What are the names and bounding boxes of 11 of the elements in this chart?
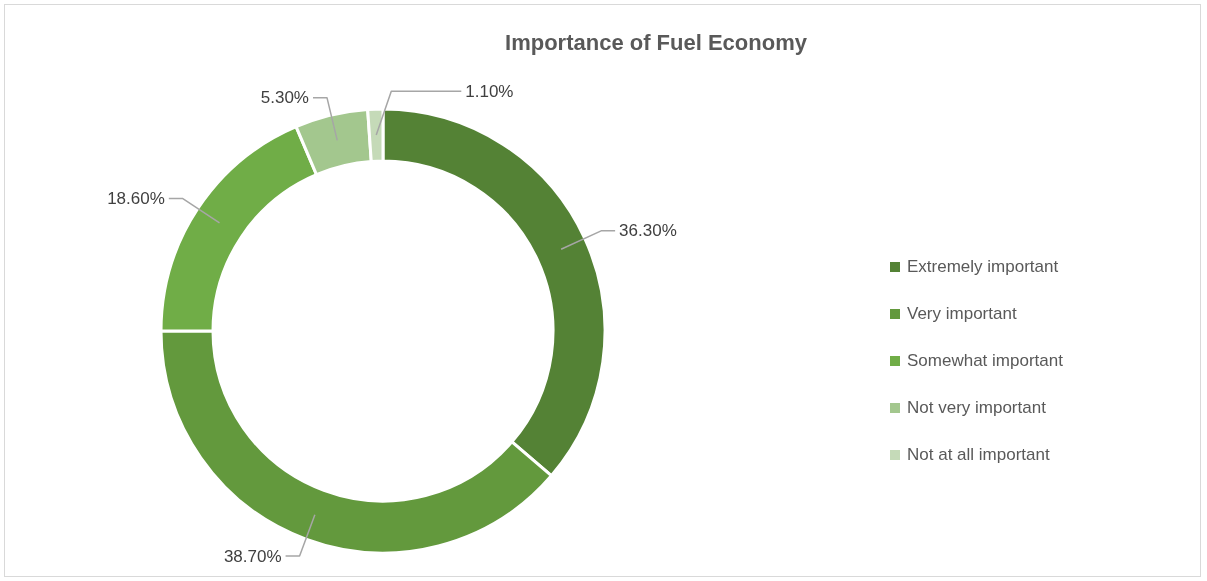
legend-label: Not at all important	[907, 444, 1050, 465]
data-label: 36.30%	[619, 221, 677, 241]
data-label: 38.70%	[223, 546, 282, 566]
data-label: 18.60%	[107, 189, 165, 209]
chart-title: Importance of Fuel Economy	[505, 30, 807, 56]
legend-label: Extremely important	[907, 256, 1059, 277]
data-label: 5.30%	[260, 88, 309, 108]
legend-label: Not very important	[907, 397, 1046, 418]
data-label: 1.10%	[465, 81, 514, 101]
legend-label: Somewhat important	[907, 350, 1063, 371]
legend-label: Very important	[907, 303, 1017, 324]
